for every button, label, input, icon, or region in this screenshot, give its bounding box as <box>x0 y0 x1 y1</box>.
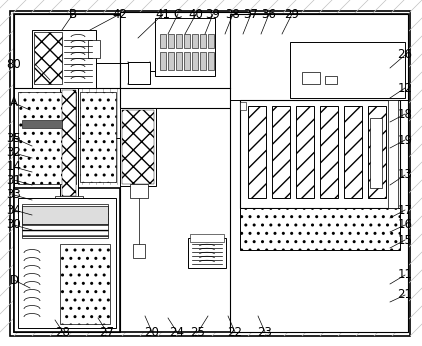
Text: 21: 21 <box>398 289 412 301</box>
Text: 26: 26 <box>398 48 412 62</box>
Bar <box>32 30 96 88</box>
Bar <box>63 209 75 221</box>
Bar <box>62 90 76 196</box>
Text: 32: 32 <box>7 146 22 160</box>
Bar <box>60 88 78 198</box>
Bar <box>80 92 116 182</box>
Bar <box>120 108 156 186</box>
Text: 24: 24 <box>170 326 184 338</box>
Text: 28: 28 <box>56 326 70 338</box>
Text: 36: 36 <box>262 8 276 20</box>
Bar <box>200 34 206 48</box>
Text: 42: 42 <box>113 8 127 20</box>
Text: D: D <box>9 273 19 286</box>
Text: 15: 15 <box>398 234 412 246</box>
Bar <box>18 198 116 328</box>
Bar <box>290 42 405 98</box>
Bar <box>208 34 214 48</box>
Text: 14: 14 <box>6 161 22 173</box>
Text: C: C <box>174 8 182 20</box>
Text: 11: 11 <box>398 268 412 282</box>
Bar <box>88 40 100 58</box>
Text: 33: 33 <box>7 189 22 201</box>
Bar <box>192 52 198 70</box>
Text: 18: 18 <box>398 108 412 120</box>
Bar <box>34 32 62 84</box>
Bar <box>388 100 398 208</box>
Text: B: B <box>69 8 77 20</box>
Bar <box>160 52 166 70</box>
Text: 34: 34 <box>7 203 22 217</box>
Bar <box>344 106 362 198</box>
Text: A: A <box>10 97 18 109</box>
Bar <box>302 72 320 84</box>
Bar <box>22 206 108 224</box>
Bar <box>133 244 145 258</box>
Bar <box>230 14 408 332</box>
Bar <box>55 196 83 211</box>
Bar <box>200 52 206 70</box>
Text: 13: 13 <box>398 169 412 182</box>
Text: 37: 37 <box>243 8 258 20</box>
Bar <box>122 110 154 184</box>
Bar <box>168 52 174 70</box>
Text: 80: 80 <box>7 58 22 72</box>
Text: 22: 22 <box>227 326 243 338</box>
Bar <box>184 52 190 70</box>
Text: 19: 19 <box>398 134 412 146</box>
Bar <box>176 34 182 48</box>
Bar <box>14 188 120 332</box>
Bar <box>160 34 166 48</box>
Text: 20: 20 <box>145 326 160 338</box>
Bar <box>296 106 314 198</box>
Bar <box>240 208 400 250</box>
Text: 29: 29 <box>284 8 300 20</box>
Bar <box>190 234 224 242</box>
Bar <box>192 34 198 48</box>
Bar <box>370 118 382 188</box>
Bar <box>22 204 108 238</box>
Bar <box>325 76 337 84</box>
Bar <box>184 34 190 48</box>
Text: 39: 39 <box>206 8 220 20</box>
Bar <box>130 184 148 198</box>
Text: 41: 41 <box>155 8 170 20</box>
Bar <box>240 102 246 110</box>
Bar <box>248 106 266 198</box>
Text: 17: 17 <box>398 203 412 217</box>
Bar <box>176 52 182 70</box>
Bar <box>14 14 120 332</box>
Text: 30: 30 <box>7 219 22 231</box>
Text: 40: 40 <box>189 8 203 20</box>
Bar <box>18 92 76 184</box>
Bar <box>60 244 110 324</box>
Bar <box>168 34 174 48</box>
Bar <box>240 100 400 208</box>
Text: 23: 23 <box>257 326 273 338</box>
Text: 35: 35 <box>7 131 22 145</box>
Bar <box>368 106 386 198</box>
Text: 16: 16 <box>398 219 412 231</box>
Bar <box>320 106 338 198</box>
Bar <box>22 120 62 128</box>
Bar <box>14 88 120 188</box>
Text: 25: 25 <box>191 326 206 338</box>
Bar <box>128 62 150 84</box>
Bar <box>208 52 214 70</box>
Text: 31: 31 <box>7 173 22 186</box>
Text: 38: 38 <box>226 8 241 20</box>
Text: 12: 12 <box>398 82 412 94</box>
Bar <box>188 238 226 268</box>
Bar <box>120 12 250 108</box>
Bar <box>272 106 290 198</box>
Text: 27: 27 <box>100 326 114 338</box>
Bar <box>155 18 215 76</box>
